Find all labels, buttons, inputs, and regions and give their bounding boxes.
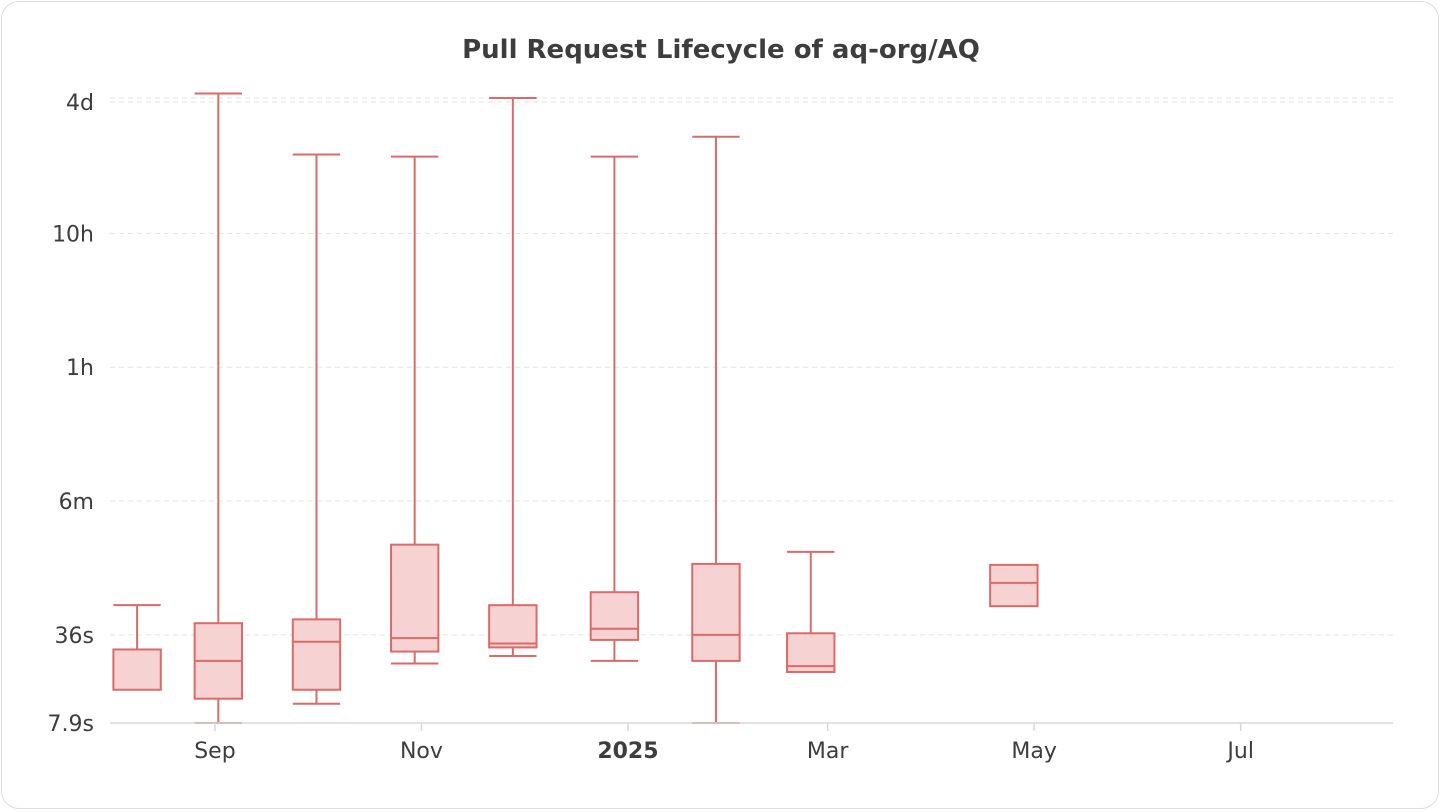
x-tick-label: Sep — [194, 739, 235, 764]
box-iqr — [389, 543, 440, 653]
x-tick-label: Mar — [807, 739, 849, 764]
box-group — [786, 550, 836, 673]
chart-title: Pull Request Lifecycle of aq-org/AQ — [462, 35, 980, 65]
box-iqr — [112, 648, 162, 691]
box-group — [389, 155, 440, 665]
y-tick-label: 1h — [66, 356, 94, 381]
box-iqr — [291, 618, 342, 691]
grid-layer — [110, 97, 1393, 636]
y-tick-label: 7.9s — [48, 712, 94, 737]
box-group — [589, 155, 640, 662]
y-tick-label: 36s — [55, 624, 94, 649]
box-group — [989, 563, 1039, 608]
box-group — [691, 135, 741, 724]
box-iqr — [589, 591, 640, 641]
box-group — [488, 97, 538, 658]
box-group — [291, 153, 342, 705]
boxes-layer — [112, 92, 1039, 724]
x-tick-label: Jul — [1225, 739, 1254, 764]
box-iqr — [989, 563, 1039, 608]
x-tick-label: 2025 — [597, 739, 658, 764]
x-tick-label: Nov — [400, 739, 443, 764]
box-group — [193, 92, 244, 724]
x-tick-label: May — [1011, 739, 1056, 764]
y-tick-label: 4d — [66, 91, 94, 116]
y-tick-label: 6m — [59, 490, 94, 515]
box-iqr — [488, 604, 538, 649]
box-group — [112, 604, 162, 691]
axis-layer: 7.9s 36s 6m 1h 10h 4d Sep Nov 2025 Mar May Jul — [48, 91, 1393, 764]
box-iqr — [691, 562, 741, 662]
y-tick-label: 10h — [52, 222, 94, 247]
